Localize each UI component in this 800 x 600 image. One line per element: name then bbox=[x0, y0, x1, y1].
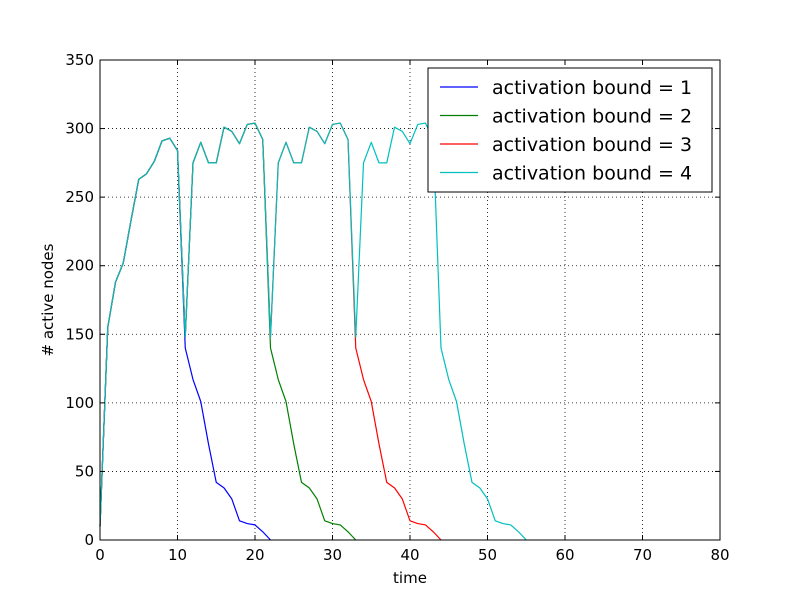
legend-label-1: activation bound = 1 bbox=[492, 77, 692, 99]
x-tick-label: 30 bbox=[323, 546, 342, 564]
y-tick-label: 50 bbox=[75, 462, 94, 480]
y-tick-label: 250 bbox=[65, 188, 94, 206]
y-tick-label: 150 bbox=[65, 325, 94, 343]
legend-label-3: activation bound = 3 bbox=[492, 134, 692, 156]
series-line-4 bbox=[99, 122, 527, 541]
ticks: 0 10 20 30 40 50 60 70 80 0 50 100 150 200 250 300 350 bbox=[65, 51, 729, 564]
x-tick-label: 10 bbox=[168, 546, 187, 564]
legend: activation bound = 1 activation bound = 2… bbox=[427, 67, 713, 193]
x-tick-label: 80 bbox=[710, 546, 729, 564]
y-tick-label: 350 bbox=[65, 51, 94, 69]
x-tick-label: 40 bbox=[400, 546, 419, 564]
series-lines bbox=[99, 122, 527, 541]
legend-label-2: activation bound = 2 bbox=[492, 106, 692, 128]
x-tick-label: 60 bbox=[555, 546, 574, 564]
legend-box bbox=[427, 67, 713, 193]
y-tick-label: 200 bbox=[65, 257, 94, 275]
legend-label-4: activation bound = 4 bbox=[492, 163, 692, 185]
x-tick-label: 20 bbox=[245, 546, 264, 564]
y-tick-label: 100 bbox=[65, 394, 94, 412]
x-tick-label: 50 bbox=[478, 546, 497, 564]
y-axis-label: # active nodes bbox=[39, 243, 57, 356]
y-tick-label: 300 bbox=[65, 120, 94, 138]
x-tick-label: 0 bbox=[95, 546, 105, 564]
y-tick-label: 0 bbox=[84, 531, 94, 549]
x-axis-label: time bbox=[393, 569, 427, 587]
x-tick-label: 70 bbox=[633, 546, 652, 564]
